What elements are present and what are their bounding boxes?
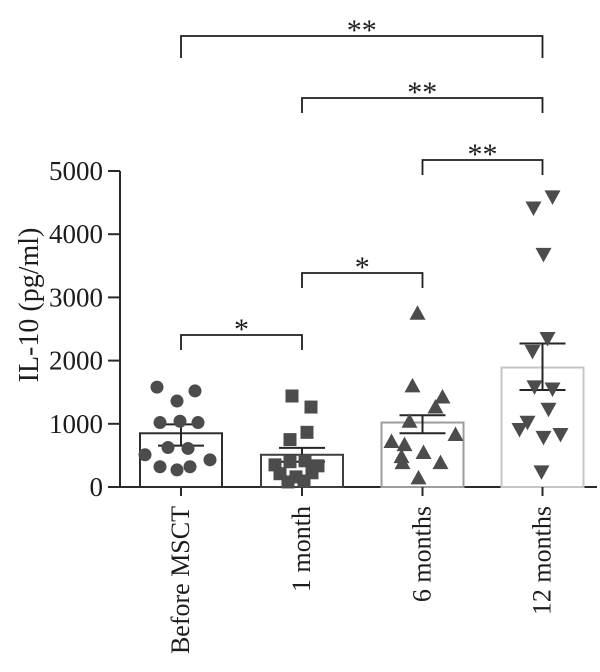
scatter-point-before-msct [173, 414, 187, 428]
significance-bracket [301, 272, 424, 288]
scatter-point-12-months [519, 415, 536, 431]
scatter-point-12-months [526, 380, 543, 395]
scatter-point-6-months [410, 469, 427, 485]
scatter-point-12-months [540, 402, 557, 418]
significance-label: ** [347, 14, 377, 47]
scatter-point-before-msct [153, 460, 167, 474]
significance-bracket [180, 35, 544, 58]
scatter-point-6-months [447, 426, 464, 442]
x-tick-label-6-months: 6 months [408, 506, 437, 602]
scatter-point-1-month [297, 474, 311, 488]
scatter-point-6-months [396, 436, 413, 452]
scatter-point-12-months [544, 382, 561, 398]
scatter-point-before-msct [188, 384, 202, 398]
scatter-point-6-months [404, 377, 421, 393]
scatter-point-before-msct [138, 448, 152, 462]
y-axis-title: IL-10 (pg/ml) [14, 228, 45, 383]
scatter-point-1-month [281, 475, 295, 489]
x-tick-label-12-months: 12 months [528, 506, 557, 615]
scatter-point-12-months [535, 247, 552, 263]
scatter-point-12-months [539, 331, 556, 347]
scatter-point-before-msct [161, 441, 175, 454]
scatter-point-before-msct [203, 453, 217, 467]
scatter-point-1-month [283, 455, 297, 469]
y-tick-label: 5000 [49, 156, 103, 186]
scatter-point-6-months [409, 305, 426, 320]
y-tick-label: 3000 [49, 282, 103, 312]
scatter-point-before-msct [191, 416, 205, 430]
scatter-point-before-msct [181, 441, 195, 455]
scatter-point-12-months [552, 428, 569, 443]
scatter-point-before-msct [170, 394, 184, 408]
scatter-point-1-month [285, 389, 299, 403]
significance-label: ** [407, 76, 437, 109]
scatter-point-6-months [393, 448, 410, 464]
scatter-point-12-months [535, 430, 552, 446]
x-tick-label-1-month: 1 month [287, 506, 316, 592]
scatter-point-12-months [511, 422, 528, 438]
significance-bracket [421, 159, 544, 175]
scatter-point-12-months [524, 344, 541, 360]
significance-label: ** [468, 138, 498, 171]
scatter-point-6-months [401, 413, 418, 428]
significance-bracket [180, 334, 303, 350]
scatter-point-before-msct [150, 380, 164, 394]
scatter-point-12-months [525, 201, 542, 216]
significance-label: * [355, 251, 370, 284]
scatter-point-1-month [300, 425, 314, 439]
scatter-point-6-months [432, 454, 449, 470]
x-tick-label-before-msct: Before MSCT [166, 506, 195, 654]
scatter-point-1-month [283, 433, 297, 447]
scatter-point-6-months [427, 399, 444, 414]
scatter-point-6-months [383, 433, 400, 448]
scatter-point-1-month [298, 454, 312, 468]
scatter-point-before-msct [183, 460, 197, 474]
y-tick-label: 1000 [49, 409, 103, 439]
scatter-point-6-months [394, 454, 411, 470]
significance-bracket [301, 97, 544, 113]
scatter-point-12-months [533, 465, 550, 480]
y-tick-label: 4000 [49, 219, 103, 249]
y-tick-label: 2000 [49, 346, 103, 376]
scatter-point-1-month [304, 400, 318, 414]
scatter-point-12-months [544, 190, 561, 205]
scatter-point-before-msct [153, 416, 167, 430]
scatter-point-before-msct [170, 463, 184, 477]
significance-label: * [234, 313, 249, 346]
y-tick-label: 0 [90, 472, 104, 502]
scatter-point-6-months [434, 388, 451, 404]
scatter-point-6-months [415, 444, 432, 460]
